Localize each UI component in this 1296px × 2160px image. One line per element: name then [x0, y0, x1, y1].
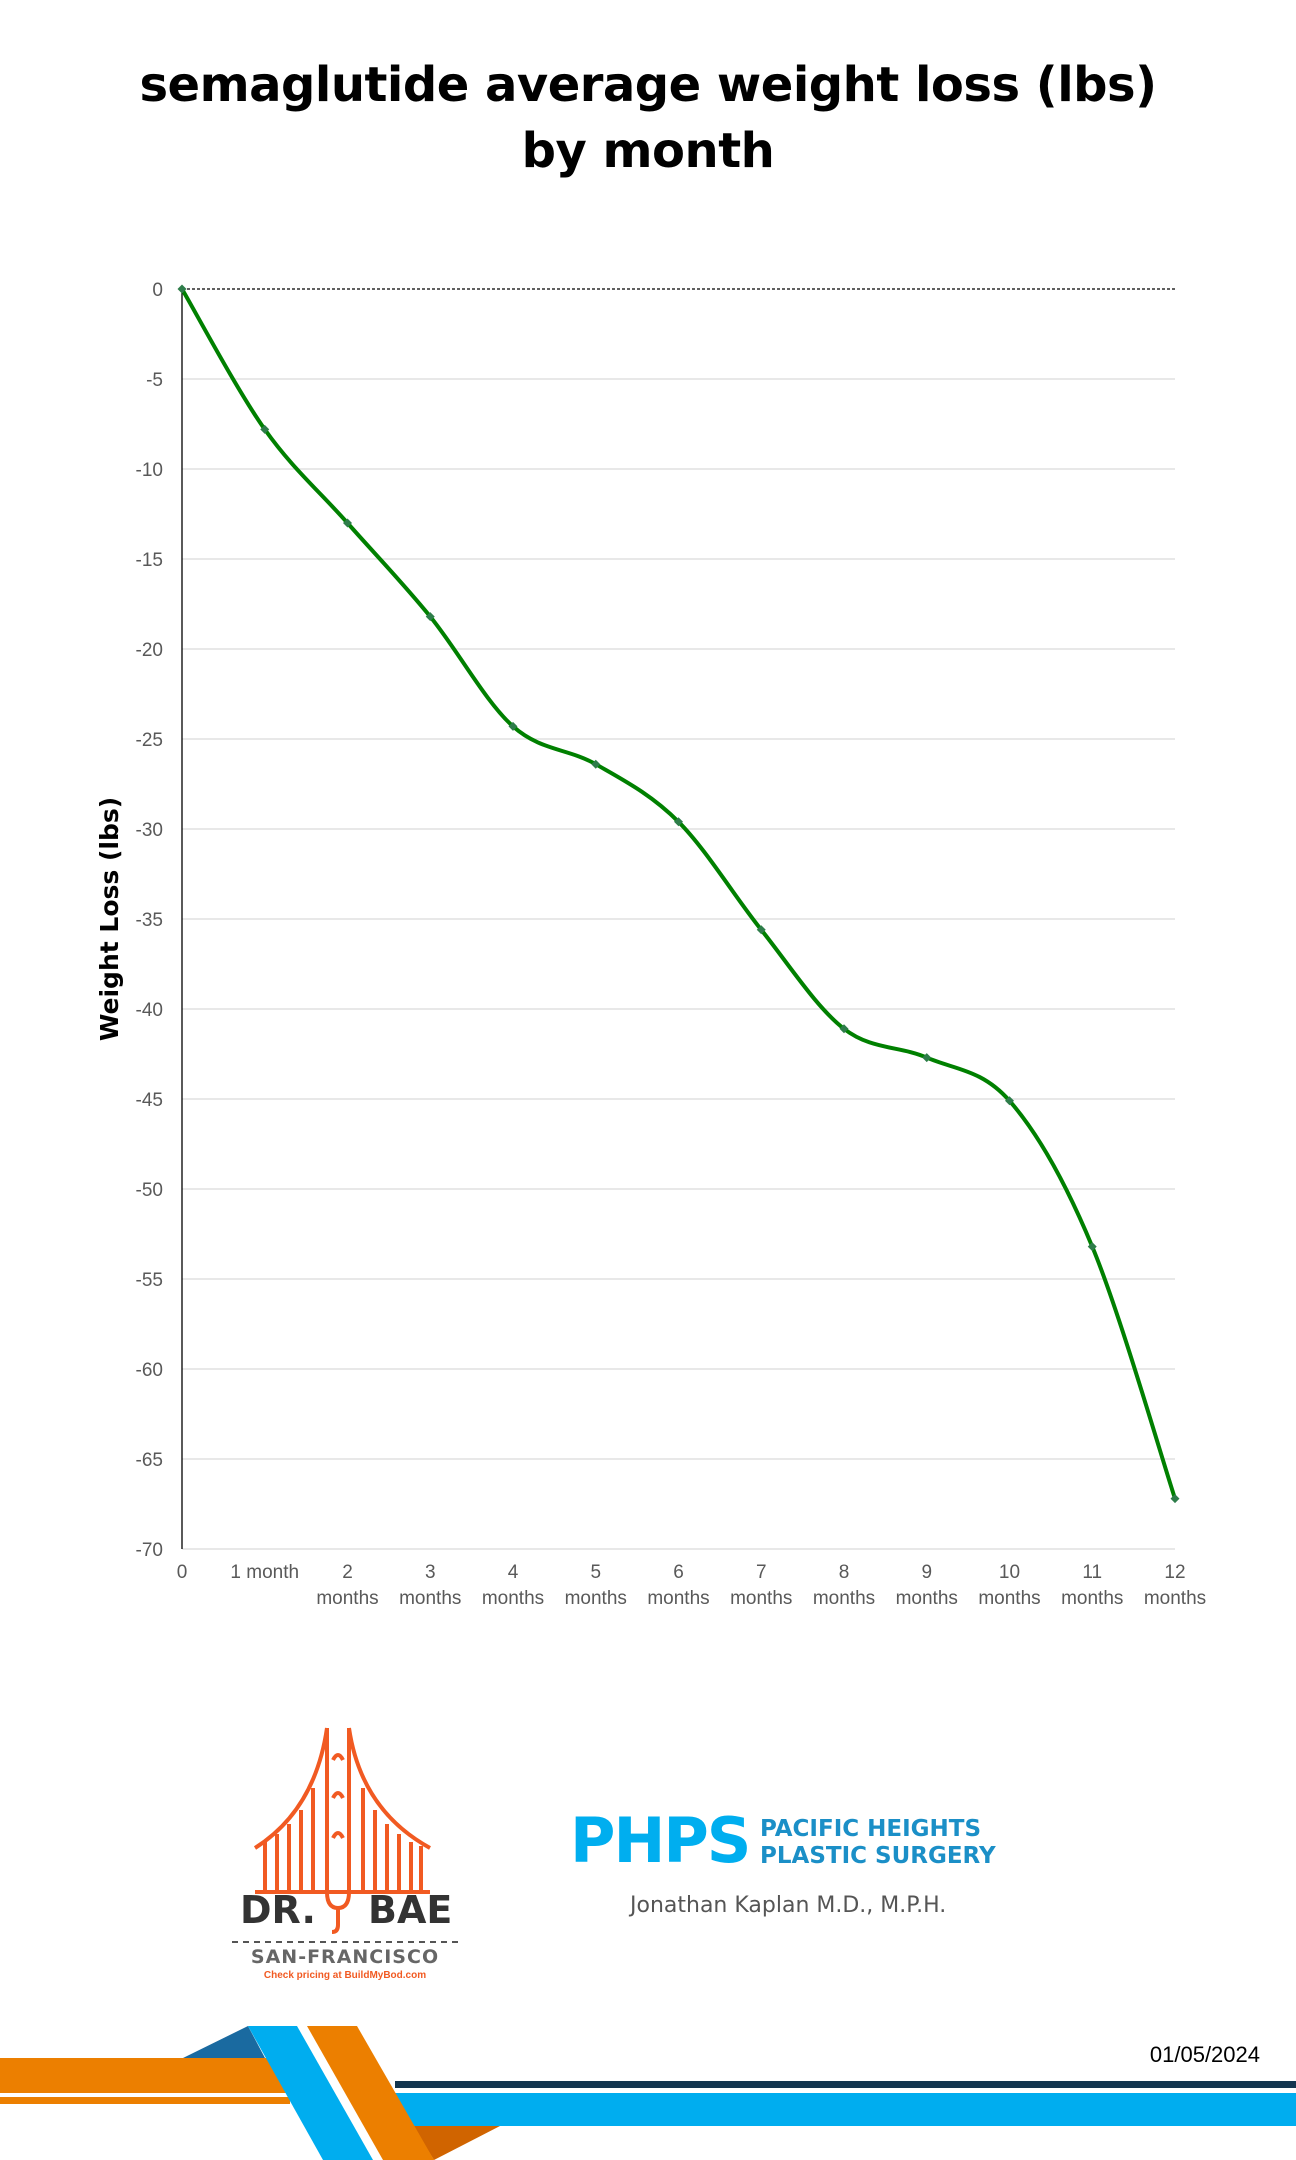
- x-tick-label: 2: [342, 1562, 353, 1583]
- footer-stripes-decoration: [0, 2026, 1296, 2160]
- y-tick-label: 0: [152, 280, 163, 301]
- x-tick-label: 7: [756, 1562, 767, 1583]
- weight-loss-series-line: [180, 287, 1177, 1501]
- x-tick-label: 4: [508, 1562, 519, 1583]
- x-tick-label-line-2: months: [978, 1588, 1040, 1609]
- report-date: 01/05/2024: [1149, 2042, 1260, 2067]
- data-point-marker: [674, 817, 683, 827]
- x-tick-label: 12: [1164, 1562, 1185, 1583]
- phps-name-line-2: PLASTIC SURGERY: [760, 1843, 996, 1869]
- y-tick-label: -15: [136, 550, 163, 571]
- x-tick-label: 8: [839, 1562, 850, 1583]
- x-tick-label-line-2: months: [316, 1588, 378, 1609]
- data-point-marker: [425, 612, 435, 622]
- x-tick-label-line-2: months: [399, 1588, 461, 1609]
- x-tick-label: 5: [590, 1562, 601, 1583]
- chart-title-line-1: semaglutide average weight loss (lbs): [139, 57, 1157, 113]
- gridlines: [182, 378, 1175, 1550]
- x-tick-label-line-2: months: [813, 1588, 875, 1609]
- x-tick-label-line-2: months: [1144, 1588, 1206, 1609]
- golden-gate-bridge-icon: [232, 1727, 458, 1943]
- data-point-markers: [177, 284, 1180, 1504]
- y-axis-tick-labels: 0 -5 -10 -15 -20 -25 -30 -35 -40 -45 -50 -55 -60 -65 -…: [136, 280, 163, 1561]
- data-point-marker: [508, 721, 518, 731]
- dr-bae-name-right: BAE: [368, 1888, 453, 1932]
- x-tick-label: 3: [425, 1562, 436, 1583]
- line-chart: 0 -5 -10 -15 -20 -25 -30 -35 -40 -45 -50 -55 -60 -65 -…: [95, 280, 1206, 1609]
- chart-title: semaglutide average weight loss (lbs) by…: [0, 52, 1296, 184]
- x-tick-label-line-2: months: [565, 1588, 627, 1609]
- y-axis-title: Weight Loss (lbs): [95, 797, 124, 1041]
- phps-logo: PHPS PACIFIC HEIGHTS PLASTIC SURGERY Jon…: [570, 1804, 1030, 1930]
- y-tick-label: -60: [136, 1360, 163, 1381]
- y-tick-label: -50: [136, 1180, 163, 1201]
- chart-title-line-2: by month: [521, 123, 775, 179]
- x-tick-label-line-2: months: [730, 1588, 792, 1609]
- y-tick-label: -25: [136, 730, 163, 751]
- data-point-marker: [1005, 1096, 1014, 1106]
- dr-bae-city: SAN-FRANCISCO: [250, 1946, 440, 1968]
- y-tick-label: -20: [136, 640, 163, 661]
- y-tick-label: -35: [136, 910, 163, 931]
- x-tick-label-line-2: months: [1061, 1588, 1123, 1609]
- phps-name-line-1: PACIFIC HEIGHTS: [760, 1816, 982, 1842]
- phps-abbreviation: PHPS: [570, 1804, 751, 1877]
- y-tick-label: -40: [136, 1000, 163, 1021]
- data-point-marker: [260, 424, 270, 434]
- y-tick-label: -10: [136, 460, 163, 481]
- x-axis-tick-labels: 0 1 month 2 months 3 months 4 months 5 months 6 mon…: [177, 1562, 1206, 1609]
- data-point-marker: [756, 925, 766, 935]
- data-point-marker: [839, 1024, 849, 1034]
- y-tick-label: -55: [136, 1270, 163, 1291]
- dr-bae-tagline: Check pricing at BuildMyBod.com: [263, 1970, 427, 1981]
- x-tick-label-line-2: months: [647, 1588, 709, 1609]
- x-tick-label: 11: [1082, 1562, 1102, 1583]
- data-point-marker: [1170, 1494, 1180, 1504]
- x-tick-label: 0: [177, 1562, 188, 1583]
- x-tick-label: 9: [921, 1562, 932, 1583]
- y-tick-label: -5: [146, 370, 163, 391]
- dr-bae-name-left: DR.: [240, 1888, 316, 1932]
- y-tick-label: -45: [136, 1090, 163, 1111]
- data-point-marker: [343, 518, 352, 528]
- x-tick-label: 6: [673, 1562, 684, 1583]
- y-tick-label: -70: [136, 1540, 163, 1561]
- y-tick-label: -30: [136, 820, 163, 841]
- dr-bae-logo: DR. BAE SAN-FRANCISCO Check pricing at B…: [220, 1720, 470, 1985]
- data-point-marker: [922, 1053, 932, 1063]
- x-tick-label-line-2: months: [482, 1588, 544, 1609]
- x-tick-label-line-2: months: [896, 1588, 958, 1609]
- y-tick-label: -65: [136, 1450, 163, 1471]
- data-point-marker: [1087, 1242, 1097, 1252]
- data-point-marker: [177, 284, 187, 294]
- x-tick-label: 1 month: [230, 1562, 299, 1583]
- data-point-marker: [591, 759, 601, 769]
- phps-doctor-name: Jonathan Kaplan M.D., M.P.H.: [630, 1893, 947, 1918]
- x-tick-label: 10: [999, 1562, 1020, 1583]
